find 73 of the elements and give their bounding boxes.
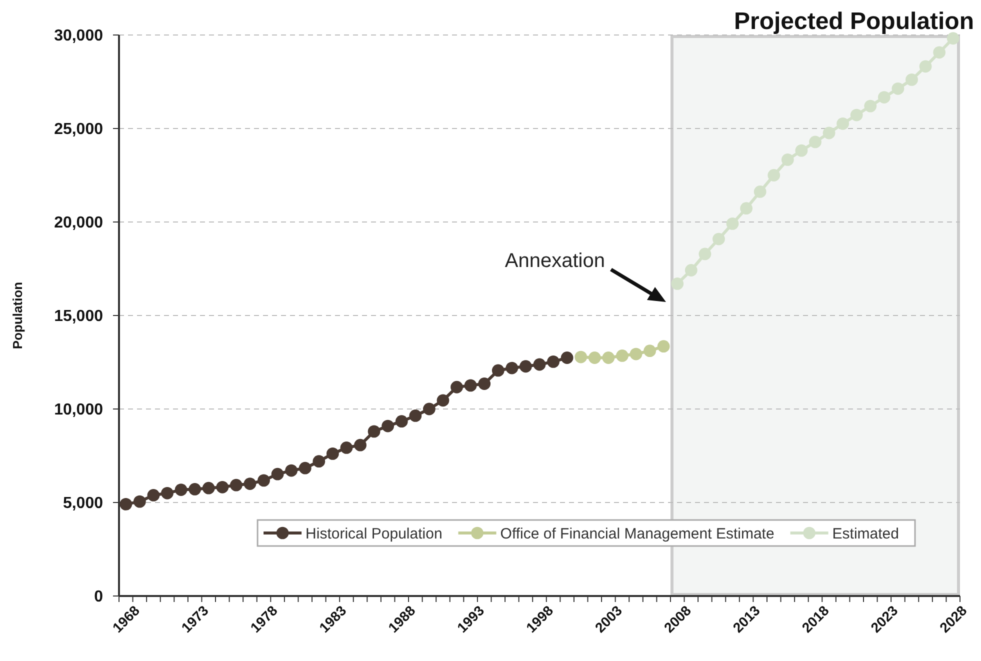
point xyxy=(616,350,628,362)
point xyxy=(271,468,284,480)
point xyxy=(423,402,436,416)
point xyxy=(602,352,615,364)
point xyxy=(754,186,766,198)
point xyxy=(354,438,366,452)
point xyxy=(644,344,656,358)
point xyxy=(864,100,877,112)
point xyxy=(120,498,132,510)
point xyxy=(671,278,684,290)
point xyxy=(258,474,270,487)
point xyxy=(740,202,753,215)
y-tick-label: 5,000 xyxy=(62,495,104,512)
point xyxy=(478,378,491,390)
point xyxy=(822,126,836,140)
point xyxy=(906,73,918,86)
point xyxy=(574,350,588,364)
point xyxy=(450,380,463,394)
point xyxy=(919,60,932,73)
point xyxy=(630,348,642,360)
point xyxy=(216,480,229,494)
y-tick-label: 0 xyxy=(94,588,104,606)
point xyxy=(395,415,408,428)
point xyxy=(795,144,808,157)
point xyxy=(312,455,326,468)
point xyxy=(188,483,202,496)
annotation: Annexation xyxy=(504,250,605,272)
point xyxy=(657,340,670,353)
point xyxy=(244,478,256,490)
point xyxy=(230,478,242,492)
point xyxy=(285,464,298,477)
point xyxy=(533,358,546,371)
point xyxy=(464,379,477,392)
point xyxy=(892,82,904,95)
point xyxy=(202,482,215,494)
point xyxy=(547,355,560,368)
point xyxy=(933,46,946,59)
point xyxy=(298,462,312,474)
point xyxy=(698,248,712,260)
point xyxy=(684,264,698,276)
point xyxy=(368,425,380,438)
point xyxy=(768,169,780,182)
legend-label: Estimated xyxy=(832,525,900,542)
point xyxy=(133,495,146,508)
point xyxy=(382,420,394,432)
y-tick-label: 30,000 xyxy=(54,28,104,45)
point xyxy=(161,486,174,500)
point xyxy=(850,108,863,122)
point xyxy=(409,410,422,422)
point xyxy=(560,352,574,364)
legend-label: Historical Population xyxy=(306,525,442,542)
point xyxy=(326,447,339,460)
point xyxy=(520,360,532,373)
point xyxy=(878,91,890,104)
y-tick-label: 20,000 xyxy=(54,214,104,232)
point xyxy=(836,117,850,130)
point xyxy=(340,442,353,454)
point xyxy=(436,394,450,407)
point xyxy=(781,154,794,166)
point xyxy=(726,217,739,230)
point xyxy=(147,489,160,502)
y-tick-label: 15,000 xyxy=(54,308,104,326)
chart-title: Projected Population xyxy=(734,8,974,35)
point xyxy=(588,352,601,364)
y-axis-title: Population xyxy=(10,282,25,350)
point xyxy=(174,484,188,496)
y-tick-label: 10,000 xyxy=(54,402,104,419)
legend-label: Office of Financial Management Estimate xyxy=(500,525,774,542)
y-tick-label: 25,000 xyxy=(54,121,104,138)
point xyxy=(506,362,518,374)
point xyxy=(809,136,822,148)
point xyxy=(712,232,725,246)
point xyxy=(492,364,504,377)
